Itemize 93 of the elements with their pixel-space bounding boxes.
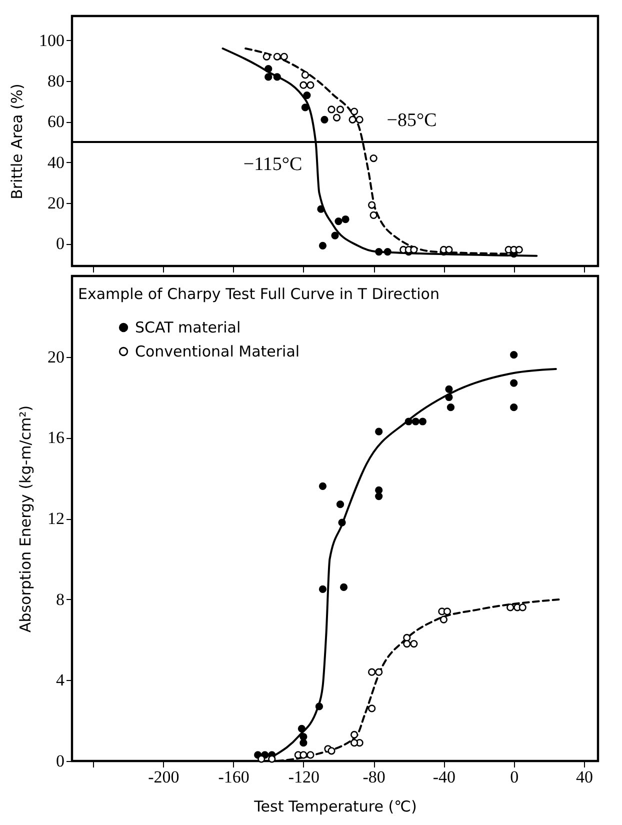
x-tick-label: -40 [432, 768, 456, 786]
point [510, 404, 518, 412]
x-tick-label: -120 [288, 768, 320, 786]
y-tick-label: 20 [48, 347, 64, 366]
point [338, 518, 346, 526]
legend-label: Conventional Material [135, 342, 300, 360]
y-tick-label: 0 [56, 752, 64, 770]
y-tick-label: 8 [56, 590, 64, 609]
annotation: −115°C [243, 154, 302, 176]
point [403, 640, 411, 648]
point [273, 73, 281, 81]
point [410, 640, 418, 648]
point [336, 500, 344, 508]
point [348, 116, 356, 124]
y-tick-label: 20 [48, 193, 64, 212]
point [342, 215, 350, 224]
point [301, 71, 310, 79]
point [318, 585, 327, 594]
point [318, 482, 327, 490]
point [440, 616, 448, 624]
x-axis-title: Test Temperature (℃) [253, 798, 417, 816]
point [317, 205, 325, 213]
x-tick-label: -160 [218, 768, 250, 786]
text: Example of Charpy Test Full Curve in T Direction [78, 285, 440, 303]
point [370, 154, 378, 162]
point [506, 604, 514, 612]
point [306, 81, 314, 89]
y-tick-label: 60 [48, 112, 64, 132]
y-tick-label: 0 [56, 234, 64, 254]
point [445, 246, 453, 254]
point [331, 232, 339, 240]
point [280, 52, 288, 60]
point [403, 634, 411, 642]
x-tick-label: 40 [576, 768, 593, 786]
point [375, 486, 383, 494]
point [412, 418, 420, 426]
y-tick-label: 100 [39, 30, 64, 50]
point [368, 704, 376, 712]
y-tick-label: 12 [48, 509, 64, 528]
point [445, 393, 453, 402]
point [443, 608, 452, 616]
point [336, 106, 344, 114]
point [306, 751, 314, 759]
point [375, 248, 383, 256]
point [264, 73, 272, 81]
point [315, 702, 324, 710]
x-tick-label: -80 [362, 768, 386, 786]
point [328, 106, 336, 114]
point [404, 418, 412, 426]
point [368, 201, 376, 209]
point [375, 668, 383, 676]
point [320, 116, 328, 124]
y-axis-title: Absorption Energy (kg-m/cm²) [16, 405, 34, 633]
point [368, 668, 376, 676]
point [375, 428, 383, 436]
point [340, 583, 348, 592]
x-tick-label: 0 [510, 768, 519, 786]
point [445, 385, 453, 393]
point [264, 65, 272, 73]
point [273, 52, 281, 60]
point [518, 604, 526, 612]
annotation: −85°C [386, 110, 437, 132]
point [350, 739, 358, 747]
point [328, 747, 336, 755]
point [510, 351, 518, 359]
point [300, 81, 308, 89]
point [370, 211, 378, 219]
x-tick-label: -200 [148, 768, 180, 786]
y-tick-label: 40 [48, 152, 64, 172]
point [298, 724, 306, 732]
point [301, 104, 310, 112]
y-tick-label: 80 [48, 72, 64, 91]
y-tick-label: 4 [56, 670, 65, 690]
point [303, 91, 311, 100]
point [300, 751, 308, 759]
point [350, 108, 358, 116]
point [375, 492, 383, 500]
point [300, 739, 308, 747]
y-axis-title: Brittle Area (%) [8, 84, 26, 200]
point [300, 732, 308, 741]
legend-label: SCAT material [135, 318, 241, 336]
point [418, 418, 426, 426]
point [515, 246, 523, 254]
point [318, 242, 327, 250]
point [332, 114, 341, 122]
point [334, 217, 342, 226]
point [446, 404, 455, 412]
y-tick-label: 16 [48, 428, 64, 448]
point [510, 379, 518, 387]
point [384, 248, 392, 256]
point [262, 52, 270, 60]
point [350, 730, 358, 739]
point [356, 116, 364, 124]
